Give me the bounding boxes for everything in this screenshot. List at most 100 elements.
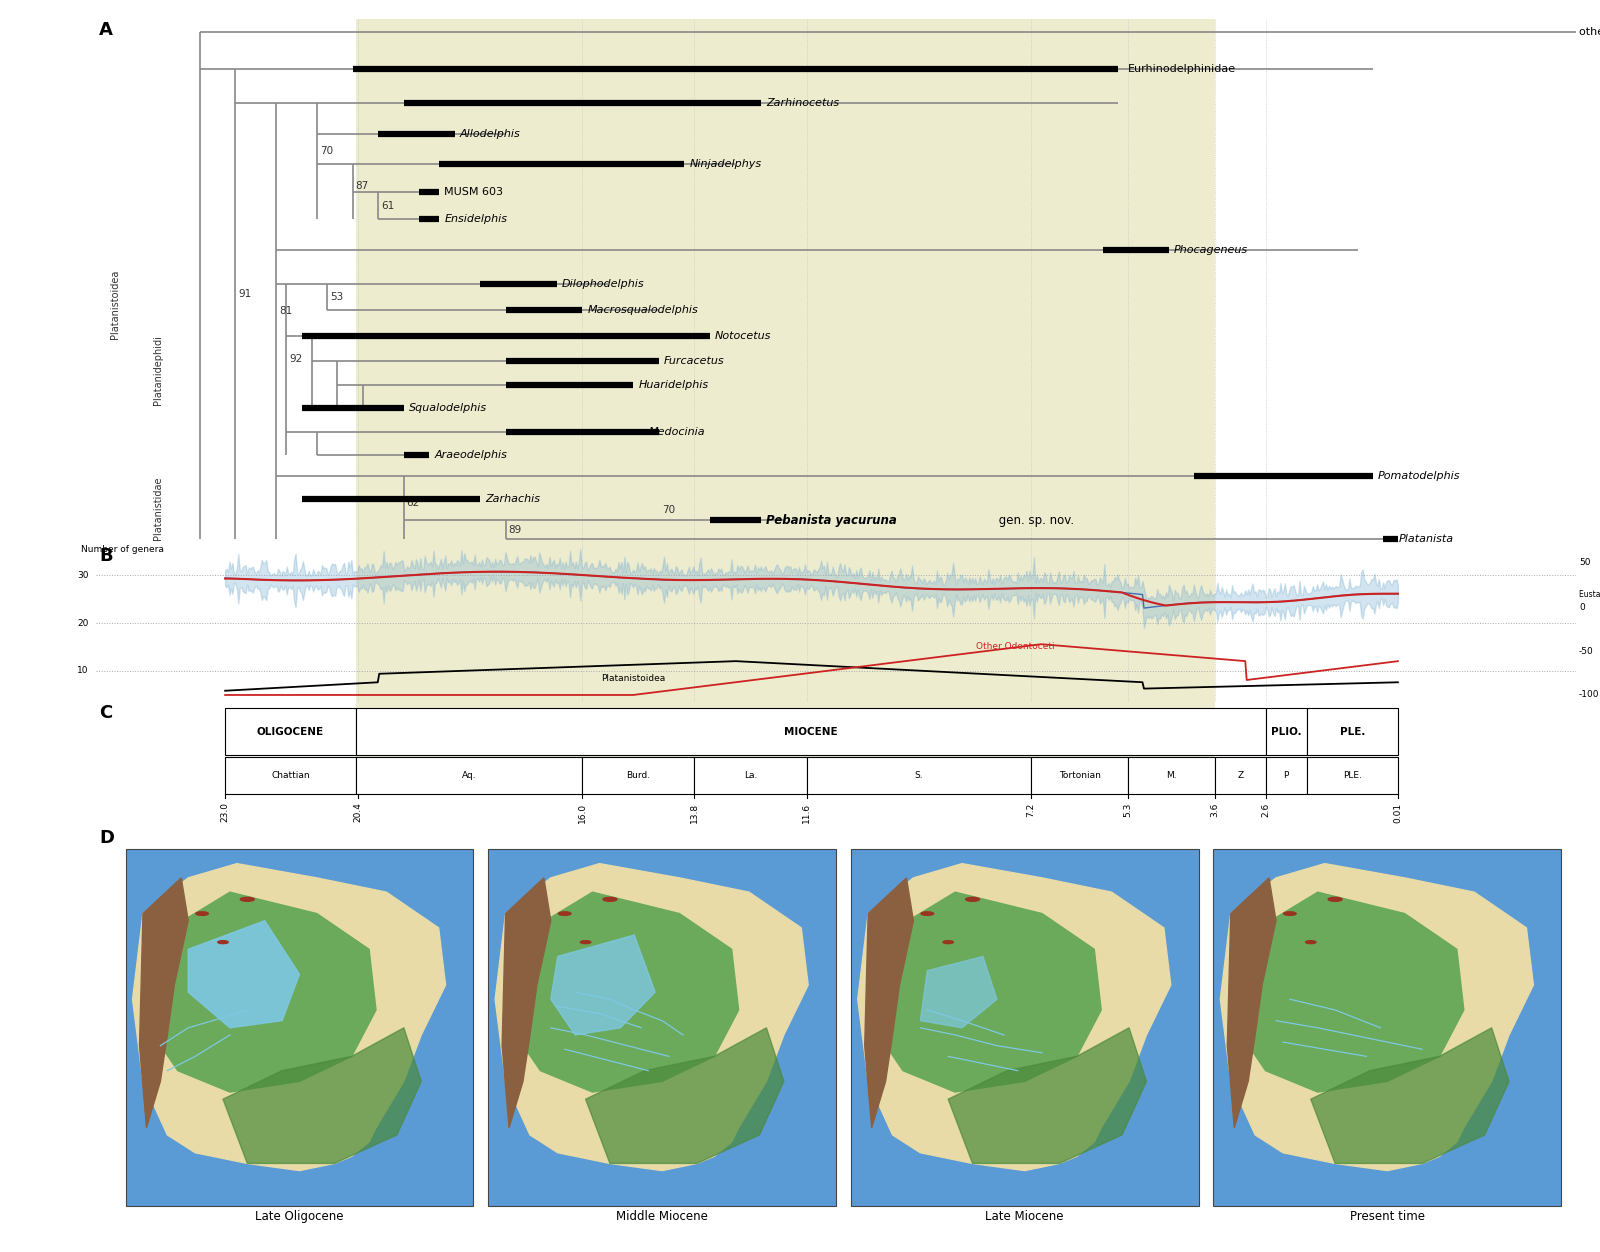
Text: Medocinia: Medocinia xyxy=(648,427,706,437)
Text: Late Oligocene: Late Oligocene xyxy=(256,1211,344,1223)
Text: Chattian: Chattian xyxy=(270,771,310,780)
Text: OLIGOCENE: OLIGOCENE xyxy=(258,726,323,736)
Bar xyxy=(1266,709,1307,755)
Circle shape xyxy=(603,898,618,901)
Bar xyxy=(582,757,694,794)
Bar xyxy=(694,757,806,794)
Text: other Odontoceti: other Odontoceti xyxy=(1579,26,1600,36)
Text: Number of genera: Number of genera xyxy=(82,546,165,555)
Text: Platanistoidea: Platanistoidea xyxy=(110,269,120,339)
Text: Furcacetus: Furcacetus xyxy=(664,356,725,366)
Text: Phocageneus: Phocageneus xyxy=(1174,244,1248,254)
Text: 13.8: 13.8 xyxy=(690,803,699,823)
Text: 70: 70 xyxy=(320,145,333,155)
Circle shape xyxy=(1283,911,1296,915)
Bar xyxy=(355,702,1214,794)
Text: Present time: Present time xyxy=(1350,1211,1426,1223)
Polygon shape xyxy=(1310,1028,1509,1163)
Text: 23.0: 23.0 xyxy=(221,803,230,823)
Polygon shape xyxy=(550,935,654,1035)
Circle shape xyxy=(1328,898,1342,901)
Bar xyxy=(1307,757,1398,794)
Circle shape xyxy=(581,940,590,944)
Polygon shape xyxy=(869,893,1101,1092)
Text: Burd.: Burd. xyxy=(626,771,650,780)
Circle shape xyxy=(922,911,933,915)
Text: 20: 20 xyxy=(77,618,88,627)
Bar xyxy=(355,709,1266,755)
Text: M.: M. xyxy=(1166,771,1176,780)
Circle shape xyxy=(942,940,954,944)
Text: 30: 30 xyxy=(77,571,88,580)
Circle shape xyxy=(195,911,208,915)
Bar xyxy=(1214,757,1266,794)
Text: Pebanista yacuruna: Pebanista yacuruna xyxy=(766,513,896,527)
Text: C: C xyxy=(99,704,112,721)
Text: Ensidelphis: Ensidelphis xyxy=(445,214,507,224)
Text: Zarhachis: Zarhachis xyxy=(485,495,541,505)
Polygon shape xyxy=(133,864,445,1171)
Text: Notocetus: Notocetus xyxy=(715,332,771,342)
Text: B: B xyxy=(99,547,112,565)
Text: Platanistidae: Platanistidae xyxy=(154,476,163,540)
Bar xyxy=(488,849,837,1206)
Text: -100: -100 xyxy=(1579,690,1600,699)
Text: 89: 89 xyxy=(509,525,522,535)
Bar xyxy=(226,757,355,794)
Text: 50: 50 xyxy=(1579,558,1590,567)
Text: PLE.: PLE. xyxy=(1342,771,1362,780)
Text: Pomatodelphis: Pomatodelphis xyxy=(1378,472,1461,482)
Text: PLE.: PLE. xyxy=(1339,726,1365,736)
Text: 2.6: 2.6 xyxy=(1261,803,1270,816)
Text: Zarhinocetus: Zarhinocetus xyxy=(766,98,838,108)
Text: 11.6: 11.6 xyxy=(802,803,811,823)
Polygon shape xyxy=(222,1028,421,1163)
Text: MUSM 603: MUSM 603 xyxy=(445,187,504,197)
Bar xyxy=(355,19,1214,543)
Text: Platanistoidea: Platanistoidea xyxy=(602,674,666,682)
Bar xyxy=(226,709,355,755)
Text: Z: Z xyxy=(1237,771,1243,780)
Polygon shape xyxy=(920,957,997,1028)
Text: 53: 53 xyxy=(330,292,344,302)
Text: 62: 62 xyxy=(406,498,419,508)
Text: Late Miocene: Late Miocene xyxy=(986,1211,1064,1223)
Text: 16.0: 16.0 xyxy=(578,803,587,823)
Text: 5.3: 5.3 xyxy=(1123,803,1133,816)
Circle shape xyxy=(218,940,229,944)
Bar xyxy=(355,543,1214,702)
Text: 0.01: 0.01 xyxy=(1394,803,1402,823)
Polygon shape xyxy=(864,878,914,1128)
Text: 70: 70 xyxy=(662,505,675,515)
Polygon shape xyxy=(586,1028,784,1163)
Text: Platanista: Platanista xyxy=(1398,535,1453,545)
Text: Squalodelphis: Squalodelphis xyxy=(408,403,486,413)
Text: Huaridelphis: Huaridelphis xyxy=(638,381,709,391)
Text: P: P xyxy=(1283,771,1290,780)
Polygon shape xyxy=(1227,878,1277,1128)
Bar xyxy=(355,757,582,794)
Text: 91: 91 xyxy=(238,288,251,298)
Text: 7.2: 7.2 xyxy=(1027,803,1035,816)
Bar xyxy=(851,849,1198,1206)
Text: S.: S. xyxy=(915,771,923,780)
Text: Platanidephidi: Platanidephidi xyxy=(154,334,163,404)
Text: La.: La. xyxy=(744,771,757,780)
Text: Other Odontoceti: Other Odontoceti xyxy=(976,642,1054,651)
Text: Middle Miocene: Middle Miocene xyxy=(616,1211,709,1223)
Text: Eustatic sea level: Eustatic sea level xyxy=(1579,590,1600,600)
Polygon shape xyxy=(139,878,189,1128)
Text: 3.6: 3.6 xyxy=(1210,803,1219,816)
Text: Eurhinodelphinidae: Eurhinodelphinidae xyxy=(1128,64,1237,74)
Bar xyxy=(806,757,1030,794)
Text: -50: -50 xyxy=(1579,647,1594,656)
Circle shape xyxy=(240,898,254,901)
Text: Araeodelphis: Araeodelphis xyxy=(434,451,507,461)
Circle shape xyxy=(1306,940,1317,944)
Text: gen. sp. nov.: gen. sp. nov. xyxy=(995,513,1074,527)
Text: 20.4: 20.4 xyxy=(354,803,362,823)
Circle shape xyxy=(558,911,571,915)
Text: MIOCENE: MIOCENE xyxy=(784,726,837,736)
Text: PLIO.: PLIO. xyxy=(1270,726,1301,736)
Circle shape xyxy=(965,898,979,901)
